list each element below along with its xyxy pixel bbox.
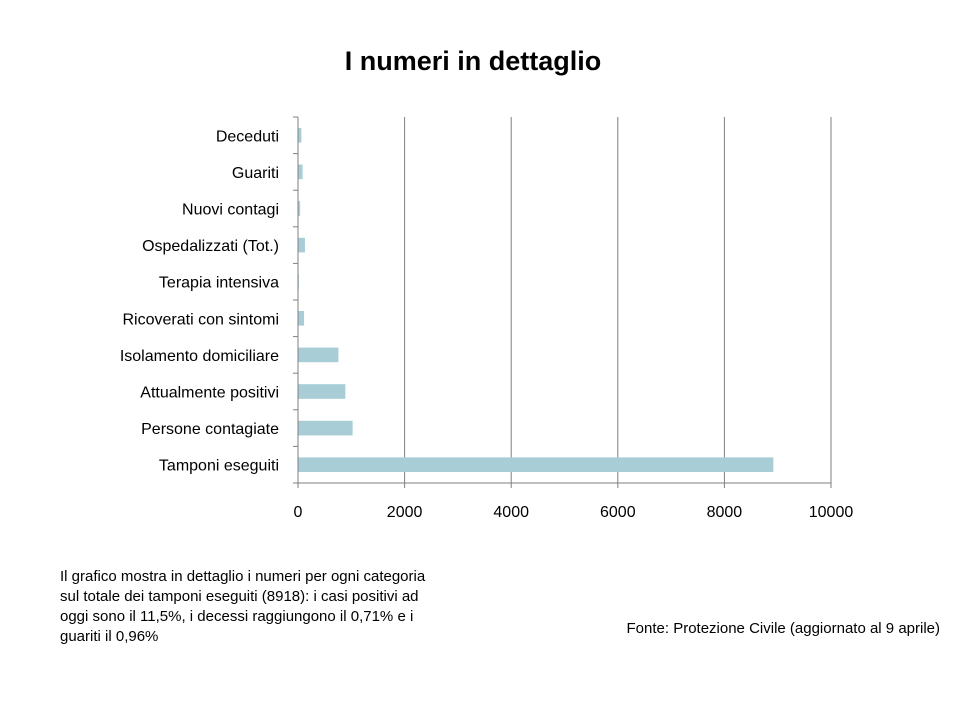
category-label-6: Isolamento domiciliare (120, 348, 279, 365)
category-label-7: Attualmente positivi (140, 385, 279, 402)
axis-labels: Deceduti Guariti Nuovi contagi Ospedalizzat… (120, 128, 854, 521)
grid-lines (404, 117, 832, 483)
x-tick-label-10000: 10000 (809, 504, 854, 521)
bar-6 (298, 347, 339, 363)
bar-8 (298, 420, 353, 436)
chart-note: Il grafico mostra in dettaglio i numeri … (60, 568, 426, 645)
x-tick-label-2000: 2000 (387, 504, 423, 521)
axes (293, 116, 832, 488)
category-label-4: Terapia intensiva (159, 275, 279, 292)
category-label-0: Deceduti (216, 128, 279, 145)
bar-2 (298, 201, 301, 216)
bar-7 (298, 384, 346, 399)
bar-3 (298, 237, 305, 253)
category-label-8: Persone contagiate (141, 421, 279, 438)
chart-title: I numeri in dettaglio (344, 46, 602, 76)
source-note: Fonte: Protezione Civile (aggiornato al … (626, 620, 941, 637)
x-tick-label-6000: 6000 (600, 504, 636, 521)
x-tick-label-0: 0 (294, 504, 303, 521)
x-tick-label-4000: 4000 (493, 504, 529, 521)
x-tick-label-8000: 8000 (707, 504, 743, 521)
bar-1 (298, 164, 303, 180)
bar-5 (298, 310, 305, 326)
bar-9 (298, 457, 774, 473)
category-label-5: Ricoverati con sintomi (123, 311, 280, 328)
category-label-1: Guariti (232, 165, 279, 182)
bars (298, 127, 774, 473)
category-label-2: Nuovi contagi (182, 202, 279, 219)
bar-0 (298, 127, 302, 143)
category-label-9: Tamponi eseguiti (159, 458, 279, 475)
category-label-3: Ospedalizzati (Tot.) (142, 238, 279, 255)
